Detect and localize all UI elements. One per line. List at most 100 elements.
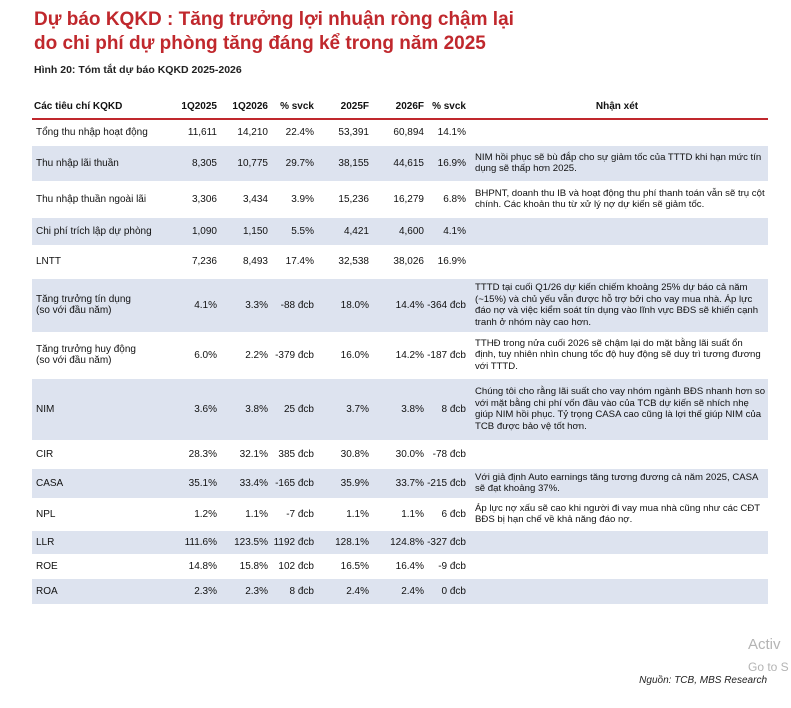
cell-q2025: 7,236 — [174, 245, 220, 279]
table-row: Thu nhập lãi thuần 8,305 10,775 29.7% 38,155… — [32, 145, 768, 182]
row-comment — [469, 530, 768, 555]
cell-yoy-f: 4.1% — [427, 217, 469, 246]
row-comment — [469, 217, 768, 246]
cell-f2026: 124.8% — [372, 530, 427, 555]
row-label: CIR — [32, 440, 174, 469]
cell-yoy-q: 102 đcb — [271, 554, 317, 579]
column-header: Các tiêu chí KQKD — [32, 94, 174, 120]
column-header: 2026F — [372, 94, 427, 120]
cell-yoy-f: 16.9% — [427, 245, 469, 279]
cell-yoy-f: -187 đcb — [427, 332, 469, 379]
column-header: Nhận xét — [469, 94, 768, 120]
table-row: Thu nhập thuần ngoài lãi 3,306 3,434 3.9% 15… — [32, 181, 768, 218]
cell-q2026: 8,493 — [220, 245, 271, 279]
cell-yoy-f: 6 đcb — [427, 498, 469, 531]
cell-yoy-q: 25 đcb — [271, 378, 317, 441]
cell-f2025: 30.8% — [317, 440, 372, 469]
cell-q2026: 1,150 — [220, 217, 271, 246]
row-comment: TTHĐ trong nửa cuối 2026 sẽ chậm lại do … — [469, 332, 768, 379]
table-row: CIR 28.3% 32.1% 385 đcb 30.8% 30.0% -78 đcb — [32, 440, 768, 469]
row-label: Tăng trưởng huy động (so với đầu năm) — [32, 332, 174, 379]
cell-q2025: 3,306 — [174, 181, 220, 218]
cell-q2026: 3.3% — [220, 278, 271, 333]
cell-f2026: 1.1% — [372, 498, 427, 531]
row-label: Tăng trưởng tín dụng (so với đầu năm) — [32, 278, 174, 333]
cell-f2026: 4,600 — [372, 217, 427, 246]
row-comment — [469, 245, 768, 279]
watermark-line-1: Activ — [748, 636, 781, 653]
cell-f2025: 53,391 — [317, 119, 372, 146]
activation-watermark: Activ Go to S — [748, 634, 789, 678]
cell-yoy-q: 385 đcb — [271, 440, 317, 469]
cell-f2026: 16.4% — [372, 554, 427, 579]
table-row: LNTT 7,236 8,493 17.4% 32,538 38,026 16.9% — [32, 245, 768, 279]
cell-f2026: 33.7% — [372, 468, 427, 499]
table-row: Chi phí trích lập dự phòng 1,090 1,150 5.5%… — [32, 217, 768, 246]
row-comment: BHPNT, doanh thu IB và hoạt động thu phí… — [469, 181, 768, 218]
row-label: LNTT — [32, 245, 174, 279]
row-label-text: Tăng trưởng huy động — [36, 344, 136, 355]
cell-yoy-q: -88 đcb — [271, 278, 317, 333]
cell-q2025: 11,611 — [174, 119, 220, 146]
row-comment — [469, 554, 768, 579]
cell-f2025: 35.9% — [317, 468, 372, 499]
title-line-1: Dự báo KQKD : Tăng trưởng lợi nhuận ròng… — [34, 9, 514, 30]
cell-f2025: 32,538 — [317, 245, 372, 279]
row-label-text: Tăng trưởng tín dụng — [36, 294, 131, 305]
cell-yoy-q: -165 đcb — [271, 468, 317, 499]
cell-f2026: 44,615 — [372, 145, 427, 182]
title-line-2: do chi phí dự phòng tăng đáng kể trong n… — [34, 33, 486, 54]
cell-yoy-q: 1192 đcb — [271, 530, 317, 555]
cell-q2026: 32.1% — [220, 440, 271, 469]
cell-yoy-f: 14.1% — [427, 119, 469, 146]
cell-yoy-f: -9 đcb — [427, 554, 469, 579]
column-header: % svck — [271, 94, 317, 120]
cell-q2025: 14.8% — [174, 554, 220, 579]
table-row: CASA 35.1% 33.4% -165 đcb 35.9% 33.7% -215 đcb… — [32, 468, 768, 499]
cell-yoy-f: -364 đcb — [427, 278, 469, 333]
cell-f2025: 3.7% — [317, 378, 372, 441]
cell-q2026: 14,210 — [220, 119, 271, 146]
row-comment — [469, 440, 768, 469]
cell-q2026: 15.8% — [220, 554, 271, 579]
row-label-subtext: (so với đầu năm) — [36, 355, 112, 366]
table-row: Tổng thu nhập hoạt động 11,611 14,210 22.4%… — [32, 119, 768, 146]
row-label: Thu nhập thuần ngoài lãi — [32, 181, 174, 218]
cell-f2026: 3.8% — [372, 378, 427, 441]
table-row: LLR 111.6% 123.5% 1192 đcb 128.1% 124.8% -327 … — [32, 530, 768, 555]
cell-q2025: 8,305 — [174, 145, 220, 182]
cell-yoy-q: 17.4% — [271, 245, 317, 279]
cell-q2026: 2.2% — [220, 332, 271, 379]
row-label: ROE — [32, 554, 174, 579]
cell-q2026: 1.1% — [220, 498, 271, 531]
row-label: NIM — [32, 378, 174, 441]
cell-f2026: 16,279 — [372, 181, 427, 218]
table-row: Tăng trưởng huy động (so với đầu năm) 6.0%… — [32, 332, 768, 379]
row-label: Tổng thu nhập hoạt động — [32, 119, 174, 146]
column-header: 1Q2026 — [220, 94, 271, 120]
row-comment — [469, 578, 768, 605]
table-row: ROA 2.3% 2.3% 8 đcb 2.4% 2.4% 0 đcb — [32, 578, 768, 605]
cell-f2025: 16.5% — [317, 554, 372, 579]
row-label-text: Chi phí trích lập dự phòng — [36, 225, 152, 237]
row-comment: TTTD tại cuối Q1/26 dự kiến chiếm khoảng… — [469, 278, 768, 333]
cell-q2025: 1,090 — [174, 217, 220, 246]
table-row: ROE 14.8% 15.8% 102 đcb 16.5% 16.4% -9 đcb — [32, 554, 768, 579]
table-row: NIM 3.6% 3.8% 25 đcb 3.7% 3.8% 8 đcb Chúng tôi … — [32, 378, 768, 441]
row-label-subtext: (so với đầu năm) — [36, 305, 112, 316]
row-label-text: NPL — [36, 508, 56, 520]
cell-yoy-q: -7 đcb — [271, 498, 317, 531]
cell-q2025: 28.3% — [174, 440, 220, 469]
row-comment: NIM hồi phục sẽ bù đắp cho sự giảm tốc c… — [469, 145, 768, 182]
row-label-text: Tổng thu nhập hoạt động — [36, 126, 148, 138]
column-header: % svck — [427, 94, 469, 120]
row-label-text: LNTT — [36, 256, 61, 267]
cell-yoy-f: -215 đcb — [427, 468, 469, 499]
cell-q2025: 2.3% — [174, 578, 220, 605]
cell-f2025: 15,236 — [317, 181, 372, 218]
cell-yoy-f: -78 đcb — [427, 440, 469, 469]
row-label: CASA — [32, 468, 174, 499]
cell-yoy-f: 8 đcb — [427, 378, 469, 441]
column-header: 1Q2025 — [174, 94, 220, 120]
cell-f2026: 14.2% — [372, 332, 427, 379]
